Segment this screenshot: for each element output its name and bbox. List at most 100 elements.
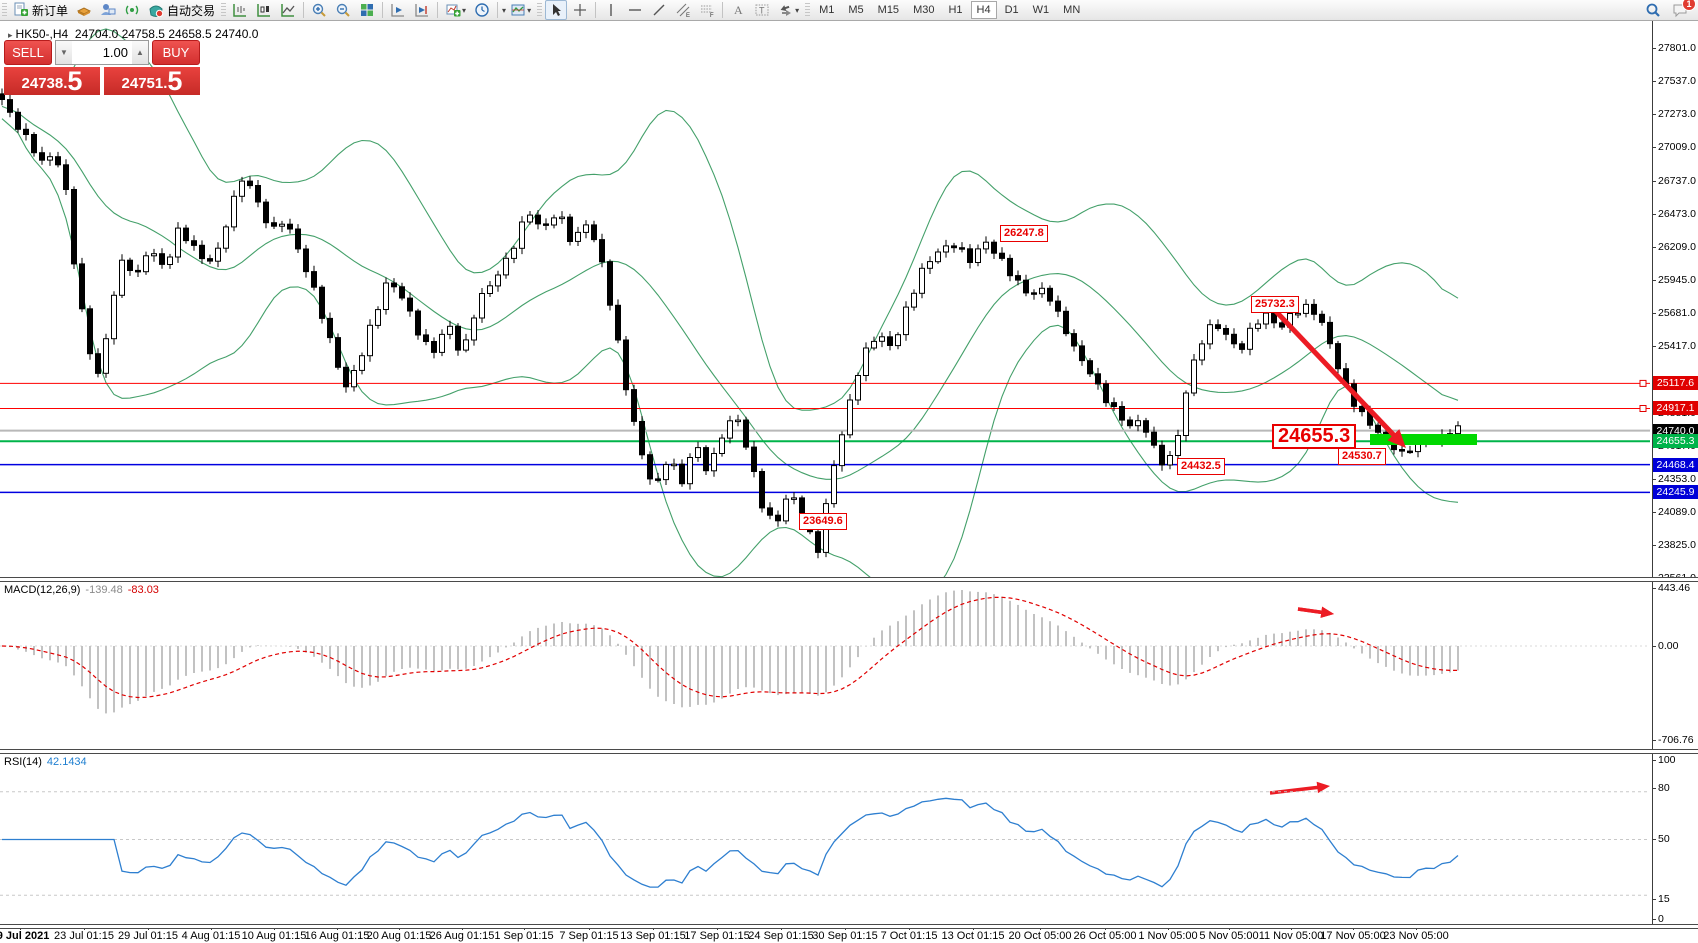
macd-rsi-separator[interactable] bbox=[0, 749, 1698, 754]
gold-box-icon bbox=[76, 7, 92, 16]
new-order-button[interactable]: 新订单 bbox=[10, 0, 71, 20]
price-tick: 25417.0 bbox=[1652, 340, 1696, 352]
accounts-button[interactable] bbox=[97, 0, 119, 20]
buy-price[interactable]: 24751. 5 bbox=[104, 67, 200, 95]
crosshair-tool-button[interactable] bbox=[569, 0, 591, 20]
price-annotation[interactable]: 26247.8 bbox=[1000, 225, 1048, 242]
price-tick: 26737.0 bbox=[1652, 175, 1696, 187]
zoom-in-button[interactable] bbox=[308, 0, 330, 20]
svg-text:A: A bbox=[734, 3, 743, 17]
price-tag: 24740.0 bbox=[1653, 423, 1698, 438]
timeframe-h4[interactable]: H4 bbox=[970, 1, 997, 19]
bar-chart-button[interactable] bbox=[229, 0, 251, 20]
price-tag: 24917.1 bbox=[1653, 401, 1698, 416]
tile-windows-button[interactable] bbox=[356, 0, 378, 20]
macd-name: MACD(12,26,9) bbox=[4, 584, 81, 596]
time-label: 13 Sep 01:15 bbox=[620, 930, 686, 942]
rsi-panel[interactable]: RSI(14) 42.1434 bbox=[0, 752, 1650, 924]
cursor-tool-button[interactable] bbox=[545, 0, 568, 20]
time-label: 17 Sep 01:15 bbox=[684, 930, 750, 942]
clock-icon bbox=[475, 3, 489, 17]
price-chart-panel[interactable]: ▸ HK50-,H4 24704.0 24758.5 24658.5 24740.… bbox=[0, 20, 1650, 578]
toolbar-drag-handle[interactable] bbox=[805, 3, 811, 17]
line-chart-icon bbox=[281, 4, 295, 17]
timeframe-m30[interactable]: M30 bbox=[913, 4, 935, 16]
timeframe-m5[interactable]: M5 bbox=[848, 4, 864, 16]
search-button[interactable] bbox=[1642, 0, 1664, 20]
price-tick: 27273.0 bbox=[1652, 108, 1696, 120]
candlestick-chart-button[interactable] bbox=[253, 0, 275, 20]
time-label: 1 Sep 01:15 bbox=[494, 930, 554, 942]
equidistant-channel-tool[interactable]: E bbox=[672, 0, 694, 20]
price-tick: 23825.0 bbox=[1652, 539, 1696, 551]
sell-price-dot: . bbox=[63, 75, 68, 92]
timeframe-d1[interactable]: D1 bbox=[1004, 4, 1019, 16]
auto-scroll-icon bbox=[391, 4, 405, 17]
sell-price[interactable]: 24738. 5 bbox=[4, 67, 100, 95]
rsi-chart[interactable] bbox=[0, 752, 1650, 924]
arrows-tool[interactable]: ▾ bbox=[775, 0, 802, 20]
auto-scroll-button[interactable] bbox=[387, 0, 409, 20]
signals-button[interactable] bbox=[121, 0, 143, 20]
timeframe-m15[interactable]: M15 bbox=[877, 4, 900, 16]
indicators-button[interactable]: ▾ bbox=[442, 0, 469, 20]
time-label: 13 Oct 01:15 bbox=[941, 930, 1005, 942]
notifications-button[interactable]: 1 bbox=[1669, 0, 1696, 20]
candlestick-chart[interactable] bbox=[0, 20, 1650, 578]
macd-chart[interactable] bbox=[0, 580, 1650, 749]
chart-macd-separator[interactable] bbox=[0, 577, 1698, 582]
macd-signal-value: -83.03 bbox=[127, 584, 159, 596]
price-tick: 25681.0 bbox=[1652, 307, 1696, 319]
periods-caret[interactable]: ▾ bbox=[502, 5, 507, 15]
auto-trading-button[interactable]: 自动交易 bbox=[145, 0, 218, 20]
price-annotation[interactable]: 23649.6 bbox=[799, 513, 847, 530]
line-chart-button[interactable] bbox=[277, 0, 299, 20]
vertical-line-icon bbox=[610, 4, 612, 16]
price-annotation[interactable]: 24530.7 bbox=[1338, 448, 1386, 465]
volume-decrease-button[interactable]: ▼ bbox=[56, 41, 72, 64]
time-axis[interactable]: 19 Jul 2021 23 Jul 01:15 29 Jul 01:154 Aug… bbox=[0, 927, 1698, 943]
price-tick: 25945.0 bbox=[1652, 274, 1696, 286]
price-annotation[interactable]: 24655.3 bbox=[1272, 424, 1357, 449]
trendline-tool[interactable] bbox=[648, 0, 670, 20]
buy-button[interactable]: BUY bbox=[152, 40, 200, 65]
search-icon bbox=[1646, 3, 1660, 17]
timeframe-h1[interactable]: H1 bbox=[948, 4, 963, 16]
price-tick: 26209.0 bbox=[1652, 241, 1696, 253]
volume-spinner: ▼ 1.00 ▲ bbox=[55, 40, 149, 65]
periods-button[interactable] bbox=[471, 0, 493, 20]
arrows-caret: ▾ bbox=[795, 5, 800, 15]
auto-trading-label: 自动交易 bbox=[167, 3, 216, 18]
sell-button[interactable]: SELL bbox=[4, 40, 52, 65]
rsi-timeaxis-separator[interactable] bbox=[0, 924, 1698, 929]
volume-increase-button[interactable]: ▲ bbox=[132, 41, 148, 64]
timeframe-m1[interactable]: M1 bbox=[819, 4, 835, 16]
chart-symbol-icon: ▸ bbox=[8, 30, 13, 40]
text-tool[interactable]: A bbox=[727, 0, 749, 20]
fibonacci-icon: F bbox=[701, 5, 714, 18]
timeframe-w1[interactable]: W1 bbox=[1032, 4, 1050, 16]
tile-windows-icon bbox=[361, 4, 374, 16]
trendline-icon bbox=[653, 4, 665, 16]
macd-panel[interactable]: MACD(12,26,9) -139.48 -83.03 bbox=[0, 580, 1650, 749]
toolbar-drag-handle[interactable] bbox=[537, 3, 543, 17]
price-annotation[interactable]: 24432.5 bbox=[1177, 458, 1225, 475]
new-order-label: 新订单 bbox=[32, 3, 69, 18]
vertical-line-tool[interactable] bbox=[600, 0, 622, 20]
timeframe-mn[interactable]: MN bbox=[1063, 4, 1081, 16]
horizontal-line-tool[interactable] bbox=[624, 0, 646, 20]
market-watch-button[interactable] bbox=[73, 0, 95, 20]
toolbar-drag-handle[interactable] bbox=[221, 3, 227, 17]
toolbar-drag-handle[interactable] bbox=[2, 3, 7, 17]
volume-value[interactable]: 1.00 bbox=[102, 45, 128, 60]
main-toolbar: 新订单 自动交易 bbox=[0, 0, 1698, 21]
template-button[interactable]: ▾ bbox=[507, 0, 534, 20]
price-annotation[interactable]: 25732.3 bbox=[1251, 296, 1299, 313]
crosshair-icon bbox=[574, 4, 587, 16]
price-tag: 25117.6 bbox=[1653, 376, 1698, 391]
fibonacci-tool[interactable]: F bbox=[696, 0, 718, 20]
chart-shift-button[interactable] bbox=[411, 0, 433, 20]
zoom-out-button[interactable] bbox=[332, 0, 354, 20]
text-label-tool[interactable]: T bbox=[751, 0, 773, 20]
price-axis[interactable]: 27801.0 27537.0 27273.0 27009.0 26737.0 26473… bbox=[1651, 20, 1698, 926]
